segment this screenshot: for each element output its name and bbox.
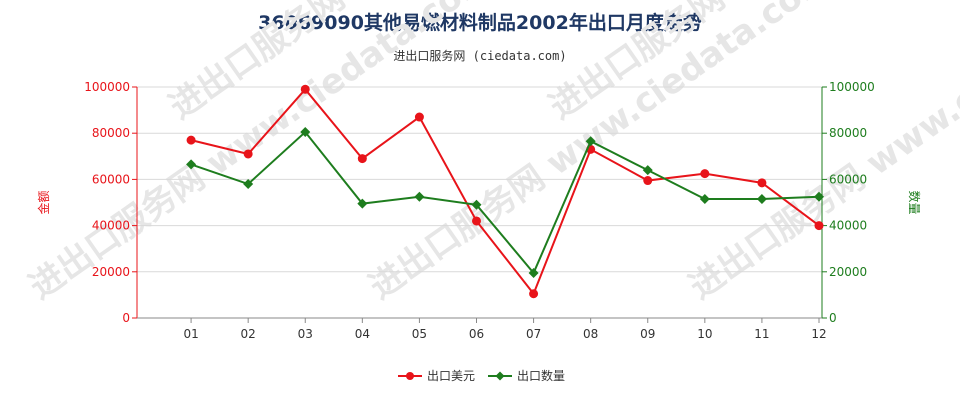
data-point [699,194,710,205]
left-axis-title: 金额 [36,190,51,214]
data-point [243,149,253,159]
data-point [642,165,653,176]
series-layer [186,84,824,299]
data-point [357,198,368,209]
data-point [471,199,482,210]
data-point [756,194,767,205]
right-tick-label: 40000 [829,219,867,233]
data-point [300,127,311,138]
x-tick-label: 07 [526,327,541,341]
x-tick-label: 01 [183,327,198,341]
data-point [757,178,767,188]
data-point [414,191,425,202]
series-line-2 [190,130,820,275]
x-tick-label: 12 [811,327,826,341]
data-point [472,216,481,226]
chart-subtitle: 进出口服务网 (ciedata.com) [393,49,567,63]
data-point [300,84,310,94]
data-point [700,169,710,179]
data-point [814,221,824,231]
data-point [643,176,653,186]
data-point [357,154,367,164]
x-tick-label: 04 [355,327,370,341]
right-tick-label: 20000 [829,265,867,279]
data-point [528,267,539,278]
left-tick-label: 100000 [84,80,130,94]
legend-label: 出口数量 [517,368,565,383]
gridlines [137,86,822,273]
left-tick-label: 0 [122,311,130,325]
data-point [814,191,824,202]
right-tick-label: 0 [829,311,837,325]
x-tick-label: 02 [241,327,256,341]
data-point [585,136,596,147]
right-tick-label: 60000 [829,172,867,186]
legend-marker [406,372,414,380]
data-point [243,179,254,190]
x-tick-label: 05 [412,327,427,341]
left-tick-label: 40000 [92,219,130,233]
data-point [186,159,197,170]
x-tick-label: 03 [298,327,313,341]
chart-title: 36069090其他易燃材料制品2002年出口月度走势 [258,12,702,34]
x-tick-label: 06 [469,327,484,341]
data-point [529,289,539,299]
tick-labels: 0 0 20000 20000 40000 40000 60000 60000 80000 800… [36,80,922,341]
legend-marker [495,371,505,381]
data-point [186,135,196,145]
legend[interactable]: 出口美元 出口数量 [398,368,565,383]
x-tick-label: 11 [754,327,769,341]
right-tick-label: 80000 [829,126,867,140]
x-tick-label: 09 [640,327,655,341]
right-axis-title: 数量 [907,190,922,214]
right-tick-label: 100000 [829,80,875,94]
left-tick-label: 80000 [92,126,130,140]
x-tick-label: 08 [583,327,598,341]
left-tick-label: 20000 [92,265,130,279]
axes [132,86,827,323]
legend-label: 出口美元 [427,369,475,383]
data-point [414,112,424,122]
series-line-1 [190,87,820,296]
x-tick-label: 10 [697,327,712,341]
left-tick-label: 60000 [92,172,130,186]
